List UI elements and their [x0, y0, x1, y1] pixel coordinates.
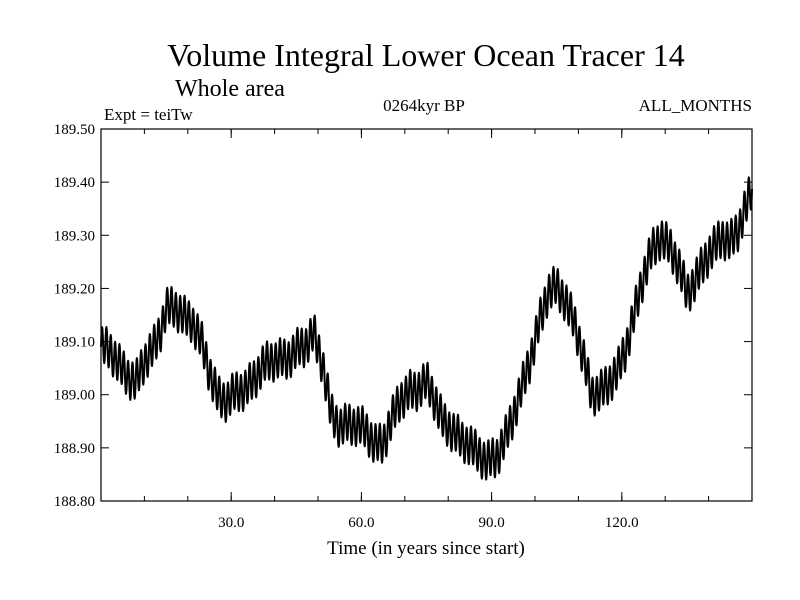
chart-subtitle: Whole area	[175, 76, 285, 102]
chart-title: Volume Integral Lower Ocean Tracer 14	[167, 37, 684, 73]
months-label: ALL_MONTHS	[639, 96, 752, 115]
y-tick-label: 189.00	[54, 388, 95, 404]
y-tick-label: 189.20	[54, 281, 95, 297]
y-tick-label: 189.50	[54, 122, 95, 138]
x-tick-label: 90.0	[478, 515, 504, 531]
y-tick-label: 188.90	[54, 441, 95, 457]
period-label: 0264kyr BP	[383, 96, 465, 115]
x-tick-label: 120.0	[605, 515, 639, 531]
x-axis: 30.0 60.0 90.0 120.0	[143, 129, 710, 531]
y-tick-label: 188.80	[54, 494, 95, 510]
y-axis: 188.80 188.90 189.00 189.10 189.20 189.30 189.…	[54, 122, 752, 510]
series-line	[100, 176, 753, 481]
y-tick-label: 189.30	[54, 228, 95, 244]
y-tick-label: 189.10	[54, 335, 95, 351]
y-tick-label: 189.40	[54, 175, 95, 191]
experiment-label: Expt = teiTw	[104, 105, 193, 124]
x-tick-label: 60.0	[348, 515, 374, 531]
plot-frame	[100, 128, 753, 502]
x-axis-label: Time (in years since start)	[327, 538, 525, 559]
x-tick-label: 30.0	[218, 515, 244, 531]
